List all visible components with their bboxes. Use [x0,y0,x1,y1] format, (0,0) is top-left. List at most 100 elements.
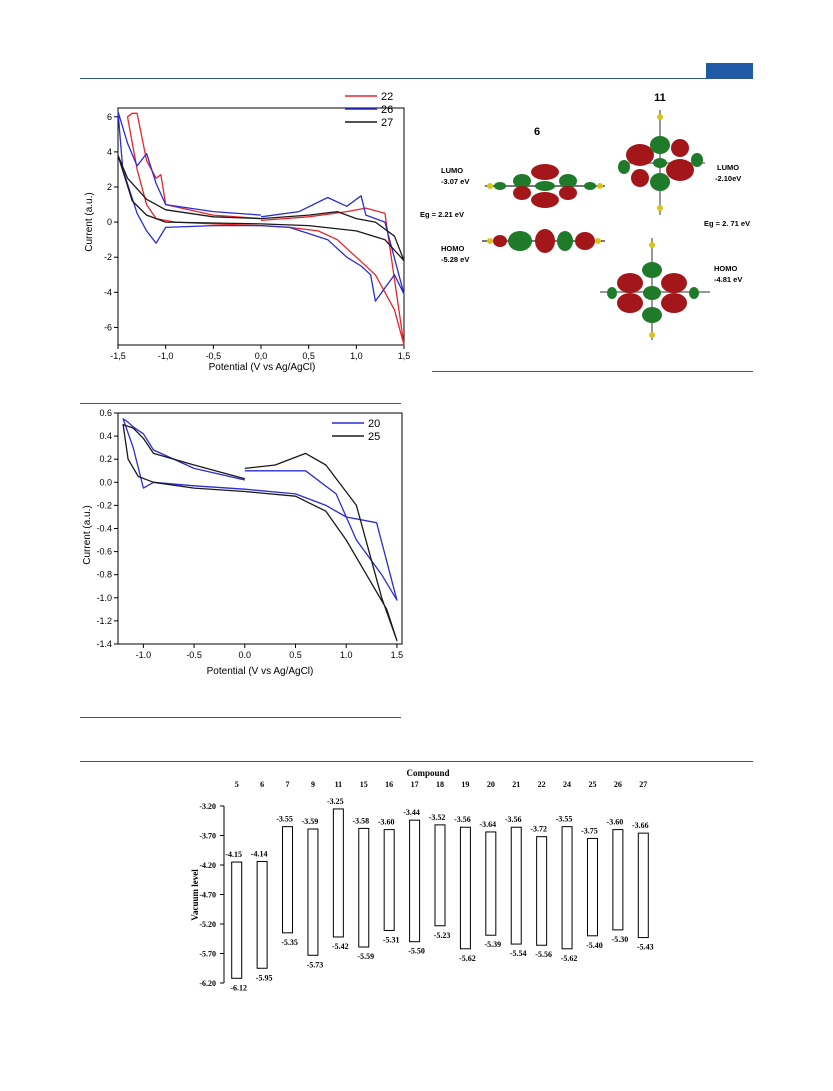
c3-gap-bar-6 [256,860,268,969]
c3-gap-bar-5 [231,861,243,979]
c1-ytick-label: -4 [104,287,112,297]
c3-homo-label: -5.40 [586,941,603,950]
c2-xtick-label: 1.5 [391,650,404,660]
c2-ytick-label: 0.6 [99,408,112,418]
c2-xtick-label: 0.0 [239,650,252,660]
c3-homo-label: -5.31 [383,935,400,944]
c3-homo-label: -5.73 [307,960,324,969]
c3-lumo-label: -3.66 [632,821,649,830]
c3-gap-bar-9 [307,828,319,956]
right-homo-energy: -4.81 eV [714,275,742,284]
c3-gap-bar-18 [434,824,446,927]
right-homo-orbital-image [600,238,710,340]
c3-homo-label: -5.42 [332,942,349,951]
c3-gap-bar-22 [536,836,548,946]
c3-category-label: 16 [385,780,393,789]
header-rule [80,78,753,79]
c3-lumo-label: -3.56 [505,815,522,824]
c3-category-label: 26 [614,780,622,789]
left-lumo-label: LUMO [441,166,463,175]
c2-ytick-label: 0.4 [99,431,112,441]
c3-homo-label: -5.54 [510,949,527,958]
c2-ytick-label: 0.2 [99,454,112,464]
c2-legend-label-25: 25 [368,431,380,443]
c3-category-label: 21 [512,780,520,789]
c1-xtick-label: 0,5 [302,351,315,361]
c1-xtick-label: -1,0 [158,351,174,361]
c3-category-label: 7 [286,780,290,789]
chart2-top-rule [80,403,401,404]
c3-category-label: 5 [235,780,239,789]
c1-ytick-label: -2 [104,252,112,262]
right-lumo-orbital-image [618,110,705,215]
c3-homo-label: -5.43 [637,943,654,952]
c3-gap-bar-17 [409,819,421,943]
c1-ylabel: Current (a.u.) [84,192,95,251]
c3-ytick-label: -3.70 [199,832,216,841]
c1-xtick-label: -1,5 [110,351,126,361]
c2-ytick-label: 0.0 [99,477,112,487]
c3-category-label: 6 [260,780,264,789]
left-gap: Eg = 2.21 eV [420,210,464,219]
c3-homo-label: -6.12 [230,983,247,992]
c3-lumo-label: -3.60 [607,818,624,827]
c2-xlabel: Potential (V vs Ag/AgCl) [207,666,314,677]
c1-xtick-label: 1,0 [350,351,363,361]
c3-lumo-label: -4.15 [225,850,242,859]
c3-lumo-label: -3.59 [302,817,319,826]
c3-homo-label: -5.62 [561,954,578,963]
c1-ytick-label: 0 [107,217,112,227]
c3-homo-label: -5.59 [357,952,374,961]
c3-gap-bar-25 [586,837,598,937]
c3-homo-label: -5.95 [256,973,273,982]
c1-xtick-label: 1,5 [398,351,411,361]
c3-gap-bar-7 [282,826,294,934]
c3-gap-bar-16 [383,829,395,931]
left-homo-orbital-image [482,229,605,253]
c3-lumo-label: -3.72 [530,825,547,834]
orbital-left-id: 6 [534,126,540,138]
c3-gap-bar-27 [637,832,649,939]
left-homo-label: HOMO [441,244,464,253]
c2-ytick-label: -0.4 [96,524,112,534]
c3-category-label: 9 [311,780,315,789]
c3-lumo-label: -3.25 [327,797,344,806]
c3-gap-bar-20 [485,831,497,936]
c2-ytick-label: -1.2 [96,616,112,626]
c3-lumo-label: -3.44 [403,808,420,817]
c3-category-label: 17 [411,780,419,789]
c3-gap-bar-19 [459,826,471,950]
c2-xtick-label: -0.5 [186,650,202,660]
c1-ytick-label: 4 [107,147,112,157]
c3-category-label: 19 [461,780,469,789]
c3-ytick-label: -5.20 [199,920,216,929]
c3-ytick-label: -6.20 [199,979,216,988]
c3-category-label: 27 [639,780,647,789]
right-lumo-label: LUMO [717,163,739,172]
c3-gap-bar-21 [510,826,522,945]
c3-category-label: 22 [538,780,546,789]
c2-series-20 [122,418,398,601]
c3-lumo-label: -3.75 [581,826,598,835]
c3-homo-label: -5.62 [459,954,476,963]
c2-ytick-label: -0.2 [96,500,112,510]
right-gap: Eg = 2. 71 eV [704,219,750,228]
c3-category-label: 25 [588,780,596,789]
c3-ylabel: Vacuum level [190,869,200,921]
c1-ytick-label: 2 [107,182,112,192]
c3-title: Compound [406,768,449,778]
left-lumo-energy: -3.07 eV [441,177,469,186]
c3-gap-bar-15 [358,827,370,948]
c1-xlabel: Potential (V vs Ag/AgCl) [209,362,316,373]
c3-lumo-label: -3.60 [378,818,395,827]
c3-category-label: 24 [563,780,571,789]
chart3-top-rule [80,761,753,762]
c3-lumo-label: -3.52 [429,813,446,822]
right-lumo-energy: -2.10eV [715,174,741,183]
c2-legend-label-20: 20 [368,418,380,430]
c1-xtick-label: 0,0 [255,351,268,361]
